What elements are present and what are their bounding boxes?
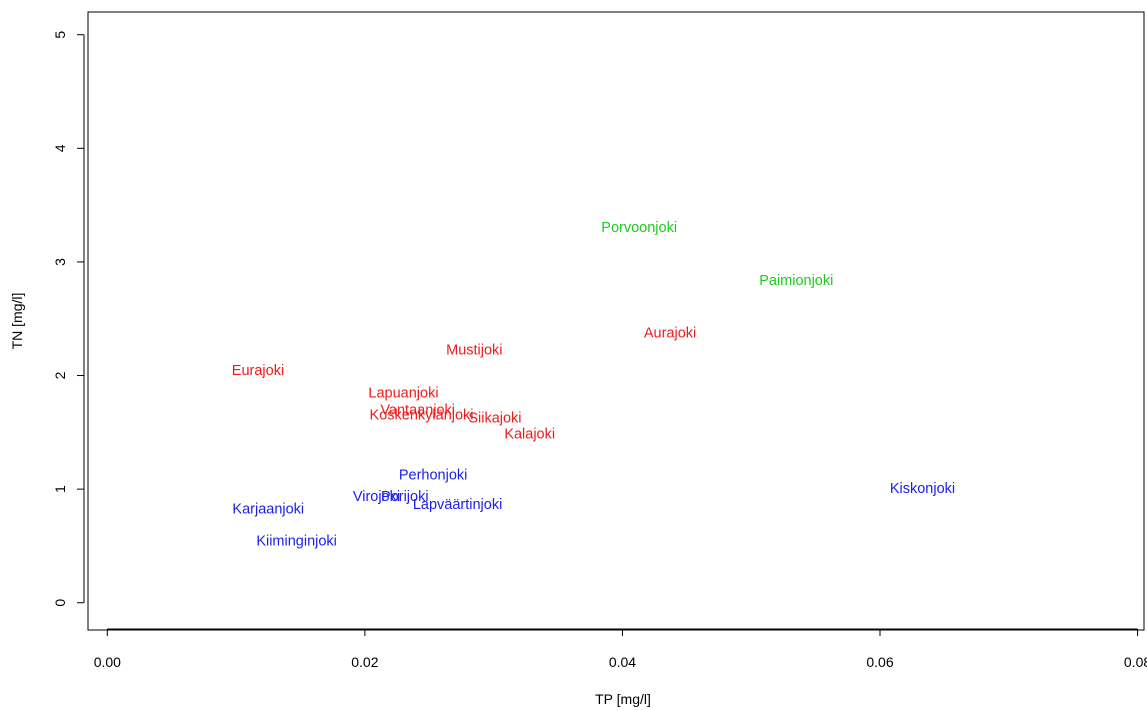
x-axis: 0.00 0.02 0.04 0.06 0.08 bbox=[94, 628, 1147, 670]
y-tick-label: 1 bbox=[52, 485, 68, 493]
y-tick-label: 3 bbox=[52, 258, 68, 266]
point-label: Koskenkylänjoki bbox=[370, 407, 474, 423]
point-label: Lapväärtinjoki bbox=[413, 497, 502, 513]
point-label: Vantaanjoki bbox=[380, 403, 455, 419]
y-tick-label: 4 bbox=[52, 144, 68, 152]
x-tick-label: 0.02 bbox=[351, 654, 378, 670]
point-label: Karjaanjoki bbox=[232, 502, 304, 518]
point-labels: Porvoonjoki Paimionjoki Aurajoki Mustijoki E… bbox=[232, 220, 955, 550]
point-label: Kiiminginjoki bbox=[256, 533, 337, 549]
y-tick-label: 5 bbox=[52, 31, 68, 39]
point-label: Aurajoki bbox=[644, 325, 696, 341]
plot-frame bbox=[87, 11, 1145, 631]
point-label: Kalajoki bbox=[504, 427, 555, 443]
y-tick-label: 2 bbox=[52, 371, 68, 379]
x-tick-label: 0.04 bbox=[609, 654, 636, 670]
y-axis-label: TN [mg/l] bbox=[9, 293, 25, 350]
point-label: Mustijoki bbox=[446, 343, 502, 359]
point-label: Lapuanjoki bbox=[368, 386, 438, 402]
x-tick-label: 0.00 bbox=[94, 654, 121, 670]
x-axis-label: TP [mg/l] bbox=[595, 691, 651, 707]
point-label: Eurajoki bbox=[232, 363, 284, 379]
y-axis: 0 1 2 3 4 5 bbox=[52, 31, 85, 607]
x-tick-label: 0.08 bbox=[1124, 654, 1147, 670]
point-label: Kiskonjoki bbox=[890, 481, 955, 497]
x-tick-label: 0.06 bbox=[866, 654, 893, 670]
point-label: Porvoonjoki bbox=[601, 220, 677, 236]
point-label: Siikajoki bbox=[468, 411, 521, 427]
point-label: Porijoki bbox=[381, 489, 429, 505]
y-tick-label: 0 bbox=[52, 599, 68, 607]
point-label: Paimionjoki bbox=[759, 273, 833, 289]
point-label: Perhonjoki bbox=[399, 468, 468, 484]
point-label: Virojoki bbox=[353, 489, 400, 505]
